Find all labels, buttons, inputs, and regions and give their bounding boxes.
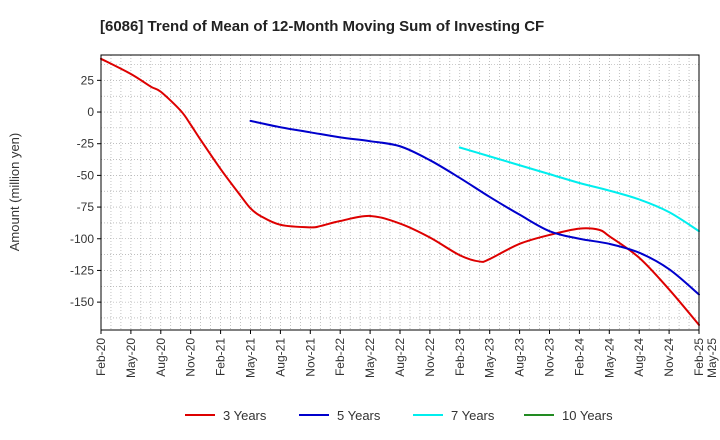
y-axis-ticks: 25 0 -25 -50 -75 -100 -125 -150: [70, 73, 101, 309]
grid-lines: [100, 55, 700, 330]
x-tick-label: May-25: [705, 338, 719, 378]
x-tick-label: Nov-23: [543, 338, 557, 377]
y-tick-label: -100: [70, 232, 94, 246]
x-tick-label: Feb-20: [94, 338, 108, 376]
y-tick-label: -75: [77, 200, 95, 214]
x-tick-label: Feb-24: [572, 338, 586, 376]
plot-area: [101, 55, 699, 330]
series-line-7-years: [458, 146, 700, 233]
legend: 3 Years 5 Years 7 Years 10 Years: [185, 408, 613, 423]
legend-label-3-years: 3 Years: [223, 408, 267, 423]
legend-label-7-years: 7 Years: [451, 408, 495, 423]
legend-label-10-years: 10 Years: [562, 408, 613, 423]
x-tick-label: Feb-25: [692, 338, 706, 376]
x-tick-label: May-20: [124, 338, 138, 378]
legend-label-5-years: 5 Years: [337, 408, 381, 423]
x-tick-label: Feb-23: [453, 338, 467, 376]
x-tick-label: May-24: [602, 338, 616, 378]
x-tick-label: May-21: [244, 338, 258, 378]
series-line-5-years: [249, 119, 700, 296]
chart-title: [6086] Trend of Mean of 12-Month Moving …: [100, 18, 544, 35]
x-tick-label: May-22: [363, 338, 377, 378]
y-tick-label: -125: [70, 263, 94, 277]
y-tick-label: 25: [81, 73, 95, 87]
y-tick-label: -50: [77, 168, 95, 182]
x-tick-label: Aug-24: [632, 338, 646, 377]
y-axis-label: Amount (million yen): [7, 133, 22, 252]
x-axis-ticks: Feb-20 May-20 Aug-20 Nov-20 Feb-21 May-21 Aug-…: [94, 330, 719, 378]
series-line-3-years: [100, 57, 700, 326]
x-tick-label: Aug-22: [393, 338, 407, 377]
y-tick-label: -150: [70, 295, 94, 309]
x-tick-label: Nov-22: [423, 338, 437, 377]
y-tick-label: -25: [77, 137, 95, 151]
x-tick-label: Aug-21: [273, 338, 287, 377]
x-tick-label: Aug-23: [513, 338, 527, 377]
x-tick-label: Feb-21: [214, 338, 228, 376]
x-tick-label: Nov-21: [303, 338, 317, 377]
x-tick-label: Aug-20: [154, 338, 168, 377]
series-lines: [100, 57, 700, 326]
x-tick-label: May-23: [483, 338, 497, 378]
x-tick-label: Nov-24: [662, 338, 676, 377]
x-tick-label: Nov-20: [184, 338, 198, 377]
x-tick-label: Feb-22: [333, 338, 347, 376]
y-tick-label: 0: [87, 105, 94, 119]
